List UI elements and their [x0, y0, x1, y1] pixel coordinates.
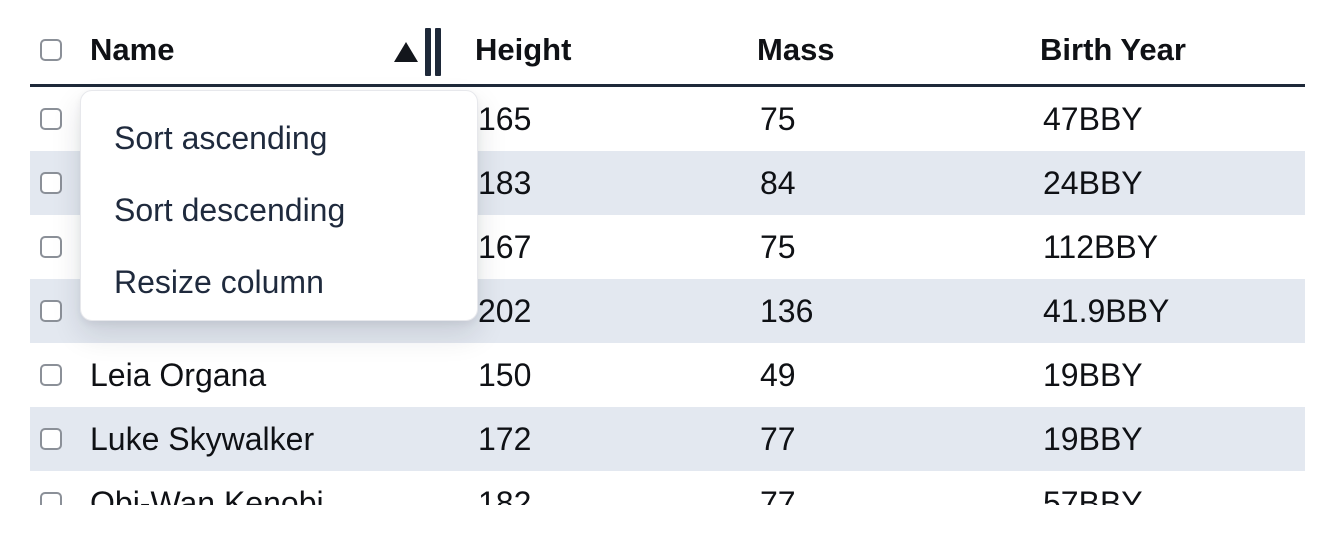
- menu-item-sort-descending[interactable]: Sort descending: [114, 191, 346, 228]
- menu-item-resize-column[interactable]: Resize column: [114, 263, 324, 300]
- cell-height: 182: [478, 484, 532, 506]
- cell-birth-year: 41.9BBY: [1043, 292, 1170, 329]
- column-header-mass[interactable]: Mass: [757, 32, 835, 67]
- cell-mass: 77: [760, 420, 796, 457]
- row-checkbox[interactable]: [40, 364, 62, 386]
- table-row: Leia Organa 150 49 19BBY: [30, 343, 1305, 407]
- cell-height: 172: [478, 420, 532, 457]
- column-header-height[interactable]: Height: [475, 32, 572, 67]
- cell-birth-year: 112BBY: [1043, 228, 1159, 265]
- cell-birth-year: 47BBY: [1043, 100, 1143, 137]
- cell-birth-year: 57BBY: [1043, 484, 1143, 506]
- cell-height: 202: [478, 292, 532, 329]
- cell-mass: 136: [760, 292, 814, 329]
- row-checkbox[interactable]: [40, 300, 62, 322]
- cell-mass: 75: [760, 100, 796, 137]
- sort-ascending-icon: [394, 42, 418, 62]
- cell-mass: 77: [760, 484, 796, 506]
- cell-mass: 49: [760, 356, 796, 393]
- cell-birth-year: 19BBY: [1043, 356, 1143, 393]
- cell-height: 165: [478, 100, 532, 137]
- row-checkbox[interactable]: [40, 492, 62, 505]
- cell-name: Obi-Wan Kenobi: [90, 484, 324, 506]
- column-header-name[interactable]: Name: [90, 32, 175, 67]
- cell-mass: 84: [760, 164, 796, 201]
- row-checkbox[interactable]: [40, 236, 62, 258]
- cell-height: 150: [478, 356, 532, 393]
- row-checkbox[interactable]: [40, 428, 62, 450]
- cell-height: 167: [478, 228, 532, 265]
- row-checkbox[interactable]: [40, 172, 62, 194]
- menu-item-sort-ascending[interactable]: Sort ascending: [114, 119, 328, 156]
- cell-name: Leia Organa: [90, 356, 267, 393]
- cell-height: 183: [478, 164, 532, 201]
- column-context-menu: Sort ascending Sort descending Resize co…: [80, 90, 478, 321]
- select-all-checkbox[interactable]: [40, 39, 62, 61]
- cell-name: Luke Skywalker: [90, 420, 315, 457]
- row-checkbox[interactable]: [40, 108, 62, 130]
- cell-birth-year: 24BBY: [1043, 164, 1143, 201]
- table-header-row: Name Height Mass Birth Year: [30, 0, 1305, 87]
- table-body: 165 75 47BBY 183 84 24BBY 167 75 112BBY: [30, 87, 1305, 505]
- column-header-birth-year[interactable]: Birth Year: [1040, 32, 1186, 67]
- table-row: Luke Skywalker 172 77 19BBY: [30, 407, 1305, 471]
- table-row: Obi-Wan Kenobi 182 77 57BBY: [30, 471, 1305, 505]
- cell-birth-year: 19BBY: [1043, 420, 1143, 457]
- characters-table: Name Height Mass Birth Year 165 75 47BBY…: [30, 0, 1305, 505]
- cell-mass: 75: [760, 228, 796, 265]
- column-resize-icon[interactable]: [425, 28, 441, 76]
- select-all-cell: [30, 39, 90, 61]
